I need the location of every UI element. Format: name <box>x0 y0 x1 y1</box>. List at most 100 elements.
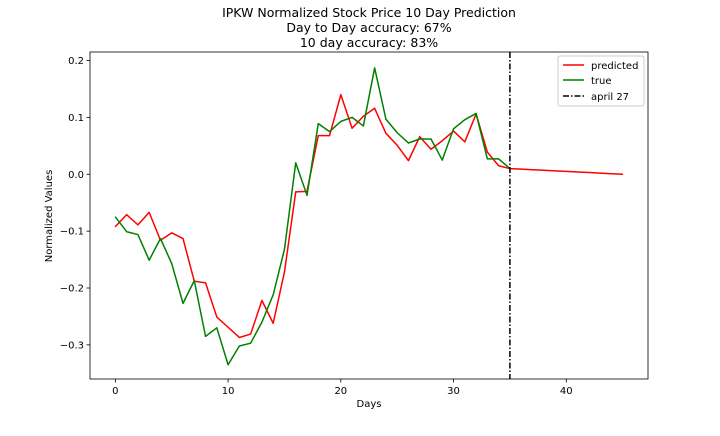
data-point-predicted-34 <box>498 165 500 167</box>
chart-title: IPKW Normalized Stock Price 10 Day Predi… <box>222 5 516 50</box>
y-tick-label: 0.0 <box>68 170 84 181</box>
chart-title-line-2: Day to Day accuracy: 67% <box>286 20 451 35</box>
chart-title-line-3: 10 day accuracy: 83% <box>300 35 438 50</box>
data-point-predicted-36 <box>520 168 522 170</box>
legend: predicted true april 27 <box>557 55 645 107</box>
data-point-predicted-45 <box>622 173 624 175</box>
plot-frame <box>89 51 649 380</box>
data-point-predicted-13 <box>261 299 263 302</box>
data-point-true-3 <box>148 259 150 261</box>
data-point-predicted-24 <box>385 132 387 134</box>
legend-label-april-27: april 27 <box>591 92 629 103</box>
data-point-true-8 <box>204 335 207 337</box>
x-tick-label: 20 <box>334 386 347 397</box>
data-point-predicted-29 <box>441 140 443 142</box>
y-tick-label: −0.2 <box>60 284 84 295</box>
data-point-true-34 <box>498 158 500 160</box>
data-point-true-6 <box>182 302 184 304</box>
data-point-true-0 <box>114 216 116 218</box>
y-tick-label: 0.2 <box>68 56 84 67</box>
data-point-predicted-19 <box>328 135 331 137</box>
data-point-predicted-21 <box>351 127 353 129</box>
data-point-true-4 <box>159 237 162 240</box>
data-point-predicted-28 <box>430 148 432 150</box>
chart-title-line-1: IPKW Normalized Stock Price 10 Day Predi… <box>222 5 516 20</box>
data-point-predicted-44 <box>610 173 612 175</box>
data-point-true-7 <box>193 280 195 282</box>
data-point-true-27 <box>419 138 421 140</box>
x-tick-label: 10 <box>222 386 235 397</box>
plot-area <box>114 52 624 379</box>
legend-label-true: true <box>591 76 612 87</box>
series-line-predicted <box>114 93 623 339</box>
data-point-true-9 <box>216 327 218 329</box>
data-point-predicted-23 <box>374 107 376 109</box>
x-tick-label: 0 <box>112 386 118 397</box>
data-point-true-13 <box>261 321 263 323</box>
data-point-predicted-16 <box>295 191 297 193</box>
data-point-true-17 <box>306 194 308 196</box>
data-point-predicted-22 <box>362 115 364 117</box>
data-point-true-18 <box>317 123 319 125</box>
data-point-true-23 <box>374 67 376 69</box>
x-axis-label: Days <box>357 399 382 410</box>
data-point-predicted-26 <box>407 160 410 162</box>
data-point-predicted-20 <box>340 94 342 96</box>
data-point-true-26 <box>407 142 410 144</box>
data-point-predicted-3 <box>148 211 150 213</box>
legend-frame <box>557 55 645 107</box>
series-line-true <box>114 67 511 366</box>
data-point-true-31 <box>464 119 466 121</box>
y-tick-label: −0.1 <box>60 227 84 238</box>
data-point-true-32 <box>475 112 477 115</box>
data-point-true-10 <box>227 364 229 366</box>
y-tick-label: 0.1 <box>68 113 84 124</box>
data-point-predicted-5 <box>171 232 173 234</box>
data-point-predicted-2 <box>137 224 139 226</box>
data-point-predicted-41 <box>576 171 579 173</box>
data-point-true-25 <box>396 132 398 134</box>
data-point-predicted-15 <box>283 271 286 273</box>
data-point-true-2 <box>137 233 139 236</box>
data-point-predicted-8 <box>204 282 207 284</box>
data-point-true-22 <box>362 125 364 127</box>
data-point-true-33 <box>486 158 488 160</box>
data-point-predicted-43 <box>599 172 601 174</box>
data-point-true-29 <box>441 159 443 161</box>
data-point-true-19 <box>328 131 331 133</box>
data-point-true-15 <box>283 248 286 250</box>
data-point-predicted-0 <box>114 225 116 228</box>
data-point-predicted-31 <box>464 141 466 143</box>
axis-ticks: 0 10 20 30 40 −0.3 −0.2 −0.1 0.0 0.1 0.2 <box>60 56 573 397</box>
data-point-predicted-37 <box>531 169 534 171</box>
data-point-predicted-42 <box>588 171 590 174</box>
y-axis-label: Normalized Values <box>44 170 55 263</box>
legend-label-predicted: predicted <box>591 61 638 72</box>
x-tick-label: 30 <box>447 386 460 397</box>
data-point-predicted-27 <box>419 136 421 138</box>
x-tick-label: 40 <box>560 386 573 397</box>
data-point-predicted-18 <box>317 135 319 137</box>
data-point-predicted-12 <box>250 333 252 335</box>
data-point-predicted-39 <box>554 170 556 172</box>
data-point-predicted-33 <box>486 151 488 153</box>
data-point-true-16 <box>295 162 297 164</box>
data-point-true-14 <box>272 294 274 296</box>
data-point-predicted-9 <box>216 316 218 318</box>
data-point-predicted-25 <box>396 144 398 146</box>
data-point-true-12 <box>250 342 252 344</box>
data-point-predicted-6 <box>182 237 184 240</box>
data-point-true-24 <box>385 118 387 120</box>
data-point-predicted-38 <box>543 169 545 171</box>
data-point-predicted-10 <box>227 326 229 328</box>
data-point-true-21 <box>351 116 353 118</box>
y-tick-label: −0.3 <box>60 340 84 351</box>
data-point-predicted-40 <box>565 170 567 173</box>
data-point-true-28 <box>430 138 432 140</box>
data-point-true-1 <box>126 231 128 233</box>
data-point-predicted-11 <box>238 336 240 339</box>
data-point-true-30 <box>452 128 455 130</box>
data-point-true-11 <box>238 345 240 347</box>
data-point-true-20 <box>340 120 342 122</box>
